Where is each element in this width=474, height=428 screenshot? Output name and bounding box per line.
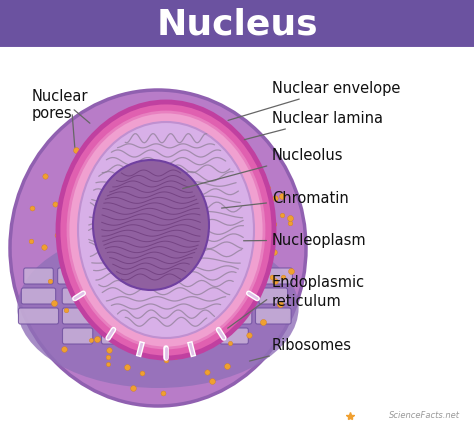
Text: Chromatin: Chromatin (221, 190, 349, 208)
Text: Nuclear lamina: Nuclear lamina (244, 110, 383, 140)
Ellipse shape (78, 122, 254, 338)
FancyBboxPatch shape (217, 308, 252, 324)
FancyBboxPatch shape (63, 328, 93, 344)
FancyBboxPatch shape (100, 308, 133, 324)
FancyBboxPatch shape (220, 328, 248, 344)
FancyBboxPatch shape (254, 268, 292, 284)
Text: Nuclear envelope: Nuclear envelope (228, 80, 401, 120)
Text: Ribosomes: Ribosomes (249, 338, 352, 361)
FancyBboxPatch shape (178, 268, 212, 284)
FancyBboxPatch shape (216, 268, 252, 284)
Text: Nuclear
pores: Nuclear pores (32, 89, 89, 121)
Ellipse shape (58, 102, 274, 358)
FancyBboxPatch shape (218, 288, 251, 304)
Bar (0, 0, 474, 48)
Text: Nucleoplasm: Nucleoplasm (244, 232, 366, 247)
FancyBboxPatch shape (255, 308, 291, 324)
Text: ScienceFacts.net: ScienceFacts.net (389, 411, 460, 420)
FancyBboxPatch shape (62, 288, 93, 304)
FancyBboxPatch shape (176, 288, 214, 304)
FancyBboxPatch shape (102, 288, 131, 304)
Ellipse shape (93, 160, 209, 290)
Text: Endoplasmic
reticulum: Endoplasmic reticulum (272, 275, 365, 309)
FancyBboxPatch shape (179, 328, 210, 344)
FancyBboxPatch shape (259, 288, 288, 304)
FancyBboxPatch shape (58, 268, 98, 284)
Text: Nucleus: Nucleus (156, 7, 318, 41)
FancyBboxPatch shape (140, 308, 171, 324)
FancyBboxPatch shape (101, 328, 132, 344)
FancyBboxPatch shape (21, 288, 55, 304)
FancyBboxPatch shape (142, 288, 170, 304)
FancyBboxPatch shape (102, 268, 131, 284)
FancyBboxPatch shape (63, 308, 93, 324)
FancyBboxPatch shape (141, 328, 171, 344)
Ellipse shape (68, 112, 264, 348)
Text: Nucleolus: Nucleolus (182, 148, 344, 188)
Ellipse shape (18, 228, 299, 388)
FancyBboxPatch shape (136, 268, 176, 284)
FancyBboxPatch shape (24, 268, 53, 284)
FancyBboxPatch shape (18, 308, 58, 324)
Ellipse shape (10, 90, 306, 406)
FancyBboxPatch shape (177, 308, 213, 324)
